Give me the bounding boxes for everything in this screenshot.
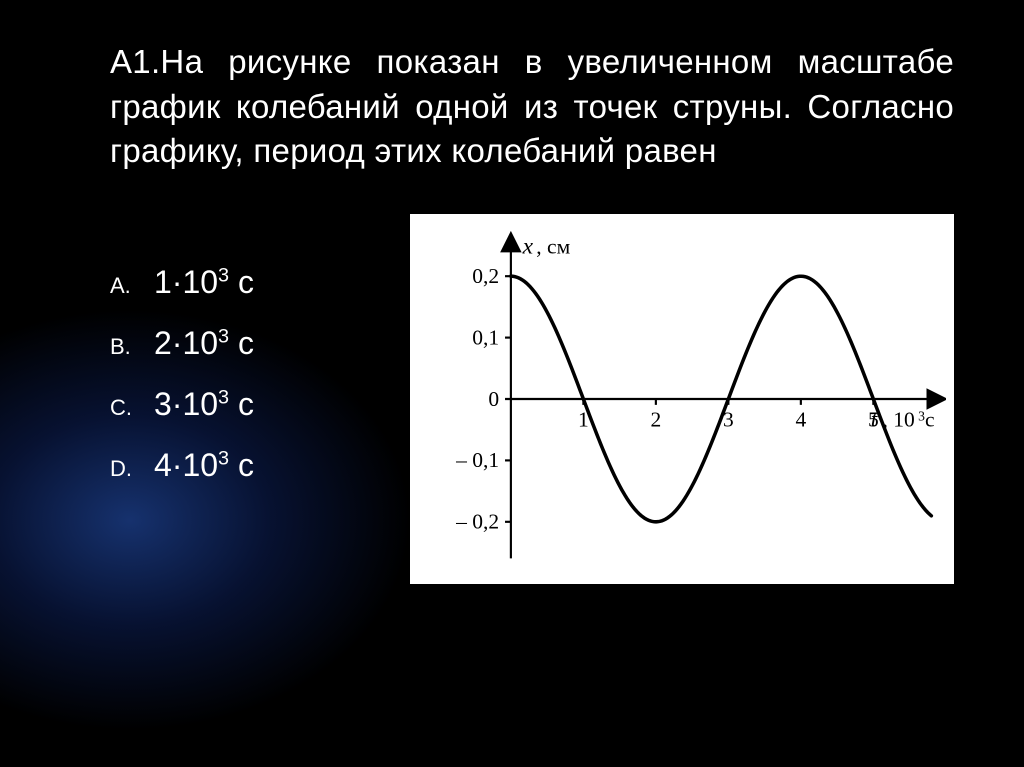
svg-text:0,1: 0,1	[472, 325, 499, 349]
option-b: B. 2·103 с	[110, 325, 410, 362]
svg-text:– 0,1: – 0,1	[455, 448, 499, 472]
question-text: А1.На рисунке показан в увеличенном масш…	[110, 40, 954, 174]
svg-text:4: 4	[795, 407, 806, 431]
option-b-letter: B.	[110, 334, 154, 360]
option-c-letter: C.	[110, 395, 154, 421]
option-a-letter: A.	[110, 273, 154, 299]
svg-text:0: 0	[488, 386, 499, 410]
option-a: A. 1·103 с	[110, 264, 410, 301]
option-d-text: 4·103 с	[154, 447, 254, 484]
option-d: D. 4·103 с	[110, 447, 410, 484]
svg-text:0,2: 0,2	[472, 264, 499, 288]
oscillation-chart: 0,20,10– 0,1– 0,212345x, смt, 10 3с	[418, 222, 946, 576]
chart-panel: 0,20,10– 0,1– 0,212345x, смt, 10 3с	[410, 214, 954, 584]
option-a-text: 1·103 с	[154, 264, 254, 301]
svg-text:2: 2	[650, 407, 661, 431]
options-list: A. 1·103 с B. 2·103 с C. 3·103 с D. 4·10…	[110, 214, 410, 508]
svg-text:x: x	[522, 233, 534, 259]
svg-text:, см: , см	[536, 234, 570, 258]
svg-text:, 10 3с: , 10 3с	[882, 407, 934, 431]
svg-text:– 0,2: – 0,2	[455, 509, 499, 533]
option-d-letter: D.	[110, 456, 154, 482]
option-c-text: 3·103 с	[154, 386, 254, 423]
option-c: C. 3·103 с	[110, 386, 410, 423]
option-b-text: 2·103 с	[154, 325, 254, 362]
